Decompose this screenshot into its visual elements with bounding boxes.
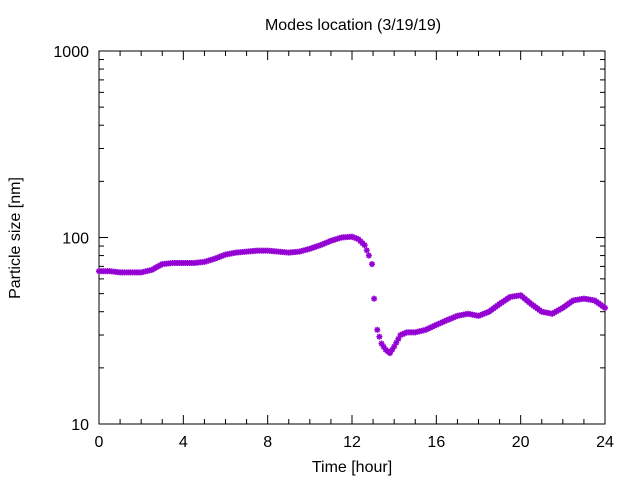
y-tick-label: 100 — [62, 231, 89, 248]
data-point — [363, 247, 370, 254]
x-axis-label: Time [hour] — [312, 459, 392, 476]
x-tick-label: 20 — [512, 434, 530, 451]
data-point — [376, 333, 383, 340]
y-tick-labels: 10 100 1000 — [53, 44, 89, 434]
y-tick-label: 1000 — [53, 44, 89, 61]
x-tick-label: 8 — [263, 434, 272, 451]
x-tick-label: 0 — [95, 434, 104, 451]
axis-ticks — [98, 51, 606, 425]
x-tick-label: 16 — [427, 434, 445, 451]
data-points — [96, 233, 608, 357]
chart-title: Modes location (3/19/19) — [265, 17, 441, 34]
x-tick-label: 12 — [343, 434, 361, 451]
data-point — [393, 339, 400, 346]
data-point — [380, 343, 387, 350]
data-point — [365, 252, 372, 259]
y-axis-label: Particle size [nm] — [7, 177, 24, 299]
data-point — [374, 326, 381, 333]
data-point — [602, 304, 608, 311]
data-point — [371, 295, 378, 302]
x-tick-label: 4 — [179, 434, 188, 451]
data-point — [361, 242, 368, 249]
data-point — [369, 261, 376, 268]
y-tick-label: 10 — [71, 417, 89, 434]
x-tick-labels: 0 4 8 12 16 20 24 — [95, 434, 614, 451]
x-tick-label: 24 — [596, 434, 614, 451]
